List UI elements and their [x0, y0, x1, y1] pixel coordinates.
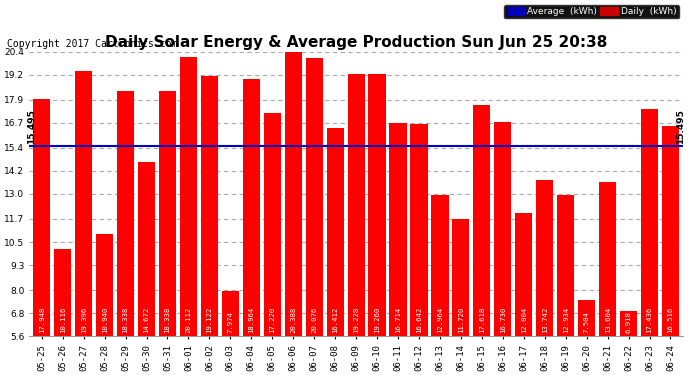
Legend: Average  (kWh), Daily  (kWh): Average (kWh), Daily (kWh)	[504, 5, 678, 18]
Text: 10.940: 10.940	[101, 307, 108, 333]
Bar	[453, 219, 469, 336]
Text: 18.964: 18.964	[248, 307, 255, 333]
Text: 6.918: 6.918	[626, 312, 631, 333]
Text: 18.338: 18.338	[164, 307, 170, 333]
Bar	[641, 109, 658, 336]
Bar	[243, 79, 260, 336]
Text: Copyright 2017 Cartronics.com: Copyright 2017 Cartronics.com	[7, 39, 177, 50]
Bar	[138, 162, 155, 336]
Text: 11.720: 11.720	[458, 307, 464, 333]
Bar	[368, 74, 386, 336]
Text: 13.604: 13.604	[604, 307, 611, 333]
Text: 12.004: 12.004	[521, 307, 526, 333]
Bar	[306, 58, 323, 336]
Bar	[599, 182, 616, 336]
Text: 16.516: 16.516	[667, 307, 673, 333]
Text: 19.228: 19.228	[353, 307, 359, 333]
Text: 19.260: 19.260	[374, 307, 380, 333]
Text: 17.618: 17.618	[479, 307, 485, 333]
Text: 16.642: 16.642	[416, 307, 422, 333]
Text: 18.338: 18.338	[123, 307, 128, 333]
Text: 16.412: 16.412	[332, 307, 338, 333]
Text: 17.436: 17.436	[647, 307, 653, 333]
Bar	[494, 122, 511, 336]
Bar	[389, 123, 406, 336]
Bar	[578, 300, 595, 336]
Bar	[96, 234, 113, 336]
Bar	[33, 99, 50, 336]
Bar	[54, 249, 71, 336]
Bar	[285, 52, 302, 336]
Bar	[348, 74, 365, 336]
Text: 19.122: 19.122	[206, 307, 213, 333]
Text: 12.964: 12.964	[437, 307, 443, 333]
Bar	[264, 113, 281, 336]
Bar	[431, 195, 448, 336]
Text: 13.742: 13.742	[542, 307, 548, 333]
Bar	[411, 124, 428, 336]
Text: 16.714: 16.714	[395, 307, 401, 333]
Bar	[515, 213, 533, 336]
Bar	[536, 180, 553, 336]
Bar	[201, 76, 218, 336]
Text: 15.495: 15.495	[27, 109, 36, 144]
Text: 16.730: 16.730	[500, 307, 506, 333]
Text: 17.948: 17.948	[39, 307, 45, 333]
Text: 20.388: 20.388	[290, 307, 296, 333]
Text: 12.934: 12.934	[562, 307, 569, 333]
Bar	[662, 126, 679, 336]
Bar	[221, 291, 239, 336]
Bar	[557, 195, 574, 336]
Bar	[326, 128, 344, 336]
Text: 10.116: 10.116	[60, 307, 66, 333]
Text: 7.974: 7.974	[227, 312, 233, 333]
Bar	[473, 105, 491, 336]
Bar	[159, 91, 176, 336]
Text: 15.495: 15.495	[676, 109, 685, 144]
Bar	[620, 311, 637, 336]
Text: 7.504: 7.504	[584, 312, 590, 333]
Bar	[180, 57, 197, 336]
Title: Daily Solar Energy & Average Production Sun Jun 25 20:38: Daily Solar Energy & Average Production …	[105, 36, 607, 51]
Text: 19.396: 19.396	[81, 307, 87, 333]
Text: 20.076: 20.076	[311, 307, 317, 333]
Bar	[117, 91, 134, 336]
Bar	[75, 71, 92, 336]
Text: 17.220: 17.220	[269, 307, 275, 333]
Text: 20.112: 20.112	[186, 307, 191, 333]
Text: 14.672: 14.672	[144, 307, 150, 333]
